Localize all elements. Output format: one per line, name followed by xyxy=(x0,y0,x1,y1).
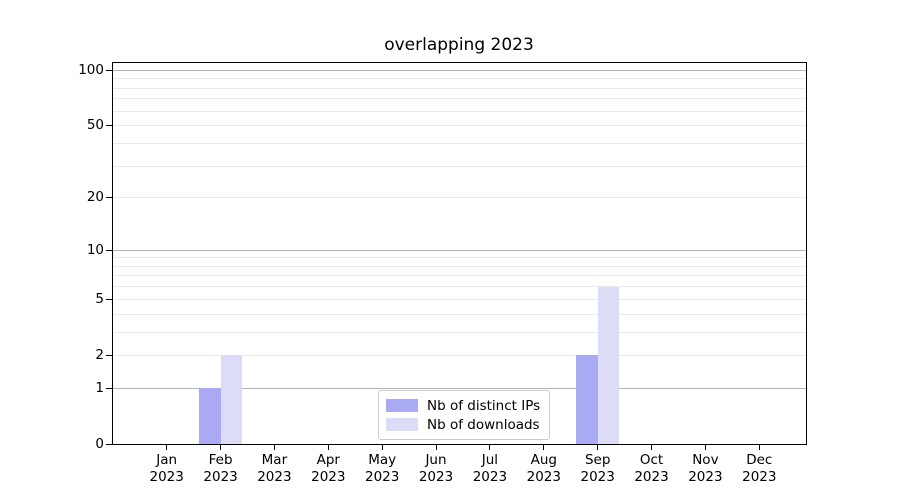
legend-item-downloads: Nb of downloads xyxy=(386,415,540,434)
y-tick-label: 2 xyxy=(95,346,104,363)
x-tickmark xyxy=(327,445,329,450)
x-tick-label: Jun 2023 xyxy=(418,452,454,485)
minor-gridline xyxy=(113,286,806,288)
x-tick-label: Feb 2023 xyxy=(203,452,238,485)
x-tick-label: Nov 2023 xyxy=(688,452,723,485)
y-tick-label: 50 xyxy=(86,117,104,134)
x-tickmark xyxy=(273,445,275,450)
y-tick-label: 0 xyxy=(95,436,104,452)
x-tickmark xyxy=(704,445,706,450)
minor-gridline xyxy=(113,98,806,100)
x-tickmark xyxy=(758,445,760,450)
x-tickmark xyxy=(381,445,383,450)
minor-gridline xyxy=(113,265,806,267)
x-tickmark xyxy=(651,445,652,450)
chart-title: overlapping 2023 xyxy=(384,35,534,55)
minor-gridline xyxy=(113,125,806,127)
legend-swatch-distinct-ips xyxy=(386,399,418,412)
y-tickmark xyxy=(106,69,112,71)
y-tickmark xyxy=(106,298,112,300)
minor-gridline xyxy=(113,87,806,89)
minor-gridline xyxy=(113,354,806,356)
y-tickmark xyxy=(106,444,112,445)
x-tickmark xyxy=(220,445,222,450)
legend-label-downloads: Nb of downloads xyxy=(427,416,540,433)
y-tick-label: 10 xyxy=(86,241,104,258)
minor-gridline xyxy=(113,313,806,315)
minor-gridline xyxy=(113,142,806,144)
y-tickmark xyxy=(106,387,112,389)
minor-gridline xyxy=(113,165,806,167)
y-tickmark xyxy=(106,354,112,356)
plot-area xyxy=(112,62,807,445)
x-tick-label: Dec 2023 xyxy=(742,452,777,485)
x-tickmark xyxy=(166,445,168,450)
major-gridline xyxy=(113,249,806,251)
minor-gridline xyxy=(113,78,806,80)
bar-nb-of-distinct-ips-sep-2023 xyxy=(576,355,598,444)
minor-gridline xyxy=(113,110,806,112)
major-gridline xyxy=(113,69,806,71)
x-tick-label: Oct 2023 xyxy=(634,452,669,485)
x-tick-label: Sep 2023 xyxy=(580,452,615,485)
minor-gridline xyxy=(113,331,806,333)
y-tickmark xyxy=(106,249,112,251)
bar-nb-of-distinct-ips-feb-2023 xyxy=(199,388,221,444)
x-tickmark xyxy=(435,445,437,450)
x-tick-label: Jan 2023 xyxy=(149,452,184,485)
legend: Nb of distinct IPs Nb of downloads xyxy=(378,390,551,440)
x-tickmark xyxy=(543,445,545,450)
x-tickmark xyxy=(597,445,599,450)
minor-gridline xyxy=(113,197,806,199)
y-tick-label: 5 xyxy=(95,290,104,307)
y-tick-label: 1 xyxy=(95,379,104,396)
y-tick-label: 100 xyxy=(78,61,104,78)
minor-gridline xyxy=(113,275,806,277)
minor-gridline xyxy=(113,257,806,259)
x-tick-label: Jul 2023 xyxy=(472,452,508,485)
x-tick-label: May 2023 xyxy=(365,452,400,485)
minor-gridline xyxy=(113,298,806,300)
y-tickmark xyxy=(106,125,112,127)
major-gridline xyxy=(113,387,806,389)
x-tick-label: Mar 2023 xyxy=(257,452,292,485)
bar-nb-of-downloads-feb-2023 xyxy=(220,355,243,444)
legend-item-distinct-ips: Nb of distinct IPs xyxy=(386,396,540,415)
legend-swatch-downloads xyxy=(386,418,418,431)
legend-label-distinct-ips: Nb of distinct IPs xyxy=(427,397,541,414)
x-tickmark xyxy=(489,445,491,450)
bar-nb-of-downloads-sep-2023 xyxy=(597,286,620,444)
y-tick-label: 20 xyxy=(86,189,104,206)
x-tick-label: Apr 2023 xyxy=(311,452,346,485)
y-tickmark xyxy=(106,197,112,199)
x-tick-label: Aug 2023 xyxy=(526,452,561,485)
